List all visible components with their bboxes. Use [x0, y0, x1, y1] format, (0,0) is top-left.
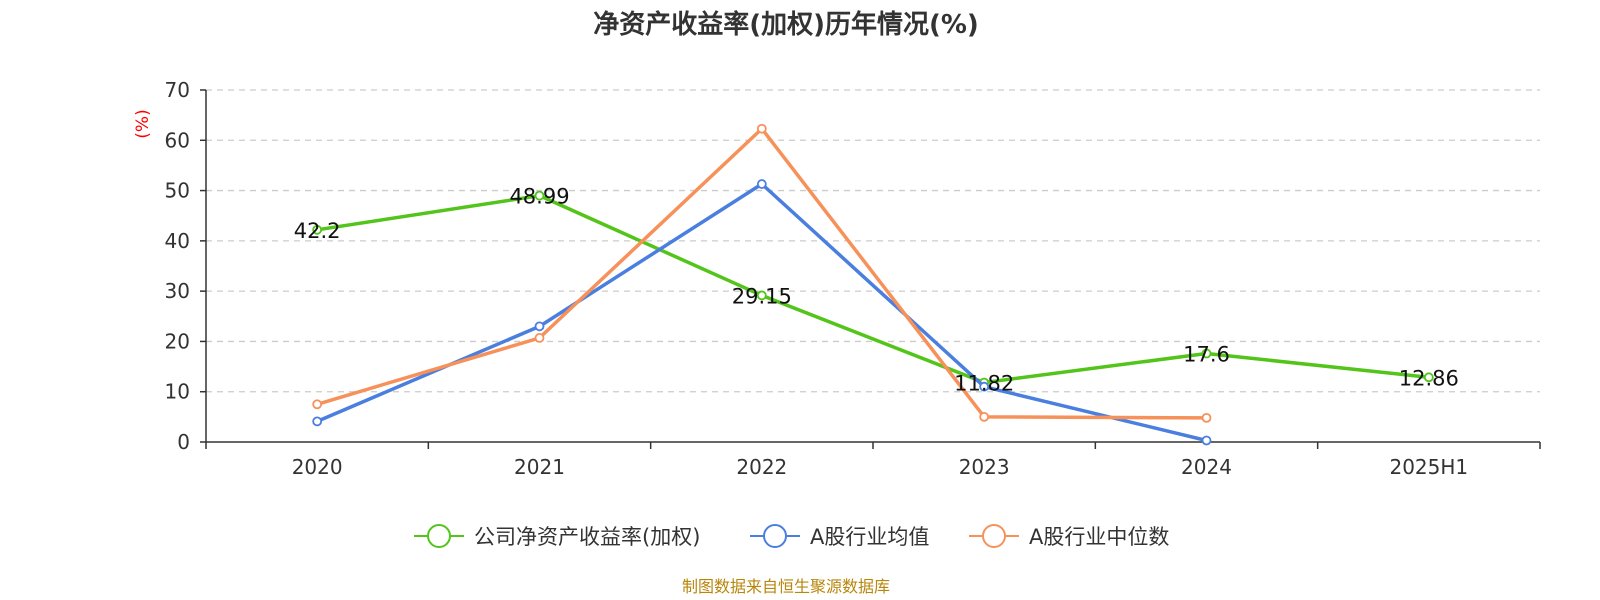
data-point [1201, 435, 1212, 446]
legend-marker [427, 524, 451, 548]
data-point [1201, 348, 1212, 359]
x-tick-label: 2025H1 [1389, 455, 1468, 479]
data-point [756, 179, 767, 189]
data-label: 48.99 [509, 185, 569, 209]
data-point [979, 411, 990, 422]
y-axis-unit: (%) [133, 109, 153, 138]
data-point [312, 224, 323, 235]
series-line-2 [316, 126, 1207, 420]
data-point [312, 399, 323, 410]
data-point [979, 381, 990, 392]
axes: 0 10 20 30 40 50 60 70 2020 2021 2022 2023 2024 2025H… [165, 78, 1541, 479]
data-point [534, 333, 545, 343]
series-layer [312, 123, 1434, 446]
data-label: 11.82 [954, 372, 1014, 396]
legend-label: A股行业均值 [810, 525, 929, 549]
data-label: 42.2 [294, 219, 341, 243]
x-tick-label: 2022 [736, 455, 787, 479]
series-line-1 [316, 182, 1207, 443]
legend: 公司净资产收益率(加权) A股行业均值 A股行业中位数 [414, 524, 1169, 549]
y-tick-label: 0 [177, 430, 190, 454]
data-point [312, 416, 323, 427]
y-tick-label: 40 [165, 229, 190, 253]
data-label: 12.86 [1399, 366, 1459, 390]
data-label: 29.15 [732, 284, 792, 308]
legend-label: A股行业中位数 [1029, 525, 1169, 549]
data-point [756, 123, 767, 134]
legend-marker [763, 524, 787, 548]
y-tick-label: 20 [165, 329, 190, 353]
chart-title: 净资产收益率(加权)历年情况(%) [593, 9, 979, 40]
data-point [534, 190, 545, 201]
data-point [534, 321, 545, 332]
y-tick-label: 10 [165, 380, 190, 404]
legend-label: 公司净资产收益率(加权) [474, 525, 700, 549]
x-tick-label: 2024 [1181, 455, 1232, 479]
x-tick-label: 2020 [292, 455, 343, 479]
y-tick-label: 50 [165, 179, 190, 203]
x-tick-label: 2023 [959, 455, 1010, 479]
data-point [1423, 372, 1434, 383]
x-tick-label: 2021 [514, 455, 565, 479]
series-line-0 [316, 193, 1430, 385]
y-tick-label: 70 [165, 78, 190, 102]
data-label: 17.6 [1183, 342, 1230, 366]
y-tick-label: 30 [165, 279, 190, 303]
legend-marker [982, 524, 1006, 548]
data-labels: 42.2 48.99 29.15 11.82 17.6 12.86 [294, 185, 1459, 396]
y-tick-label: 60 [165, 128, 190, 152]
data-point [1201, 412, 1212, 423]
data-source-note: 制图数据来自恒生聚源数据库 [682, 577, 890, 596]
grid-lines [206, 89, 1540, 393]
data-point [756, 290, 767, 301]
